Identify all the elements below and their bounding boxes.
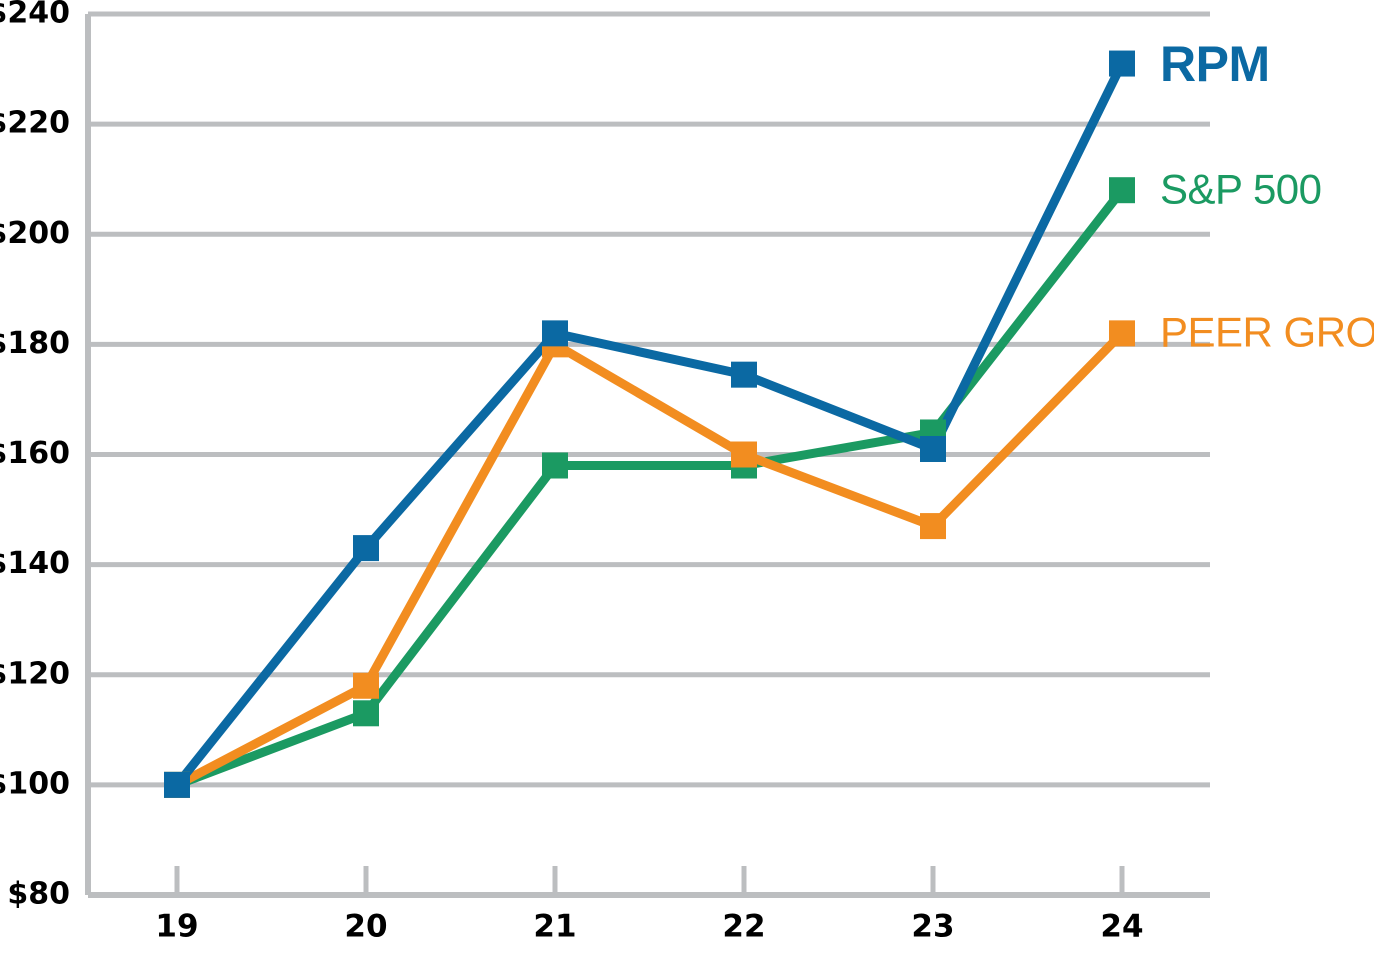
series-markers-group xyxy=(164,50,1135,798)
marker-rpm-24 xyxy=(1109,50,1135,77)
x-axis-label-20: 20 xyxy=(344,909,387,945)
marker-rpm-21 xyxy=(542,320,568,347)
x-axis-label-19: 19 xyxy=(155,909,198,945)
legend-label-rpm: RPM xyxy=(1160,36,1270,92)
marker-rpm-22 xyxy=(731,361,757,388)
series-line-peer-group xyxy=(174,330,1126,789)
y-axis-label-220: $220 xyxy=(0,106,70,141)
legend-label-s-p-500: S&P 500 xyxy=(1160,165,1322,212)
marker-rpm-19 xyxy=(164,771,190,798)
y-axis-label-240: $240 xyxy=(0,0,70,31)
x-axis-label-23: 23 xyxy=(911,909,954,945)
series-lines-group xyxy=(173,61,1127,790)
series-line-rpm xyxy=(173,61,1127,788)
marker-s-p-500-21 xyxy=(542,452,568,479)
y-axis-label-120: $120 xyxy=(0,656,70,691)
x-axis-label-22: 22 xyxy=(722,909,765,945)
y-axis-labels-group: $80 $100 $120 $140 $160 $180 $200 $220 $240 xyxy=(0,0,70,912)
legend-label-peer-group: PEER GROUP xyxy=(1160,308,1374,355)
x-axis-label-21: 21 xyxy=(533,909,576,945)
y-axis-label-200: $200 xyxy=(0,216,70,251)
y-axis-label-140: $140 xyxy=(0,546,70,581)
marker-rpm-20 xyxy=(353,535,379,562)
x-tick-marks-group xyxy=(174,866,1125,895)
marker-peer-group-20 xyxy=(353,672,379,699)
legend-group: RPM S&P 500 PEER GROUP xyxy=(1160,36,1374,356)
y-axis-label-80: $80 xyxy=(7,877,70,912)
marker-s-p-500-20 xyxy=(353,700,379,727)
y-axis-label-100: $100 xyxy=(0,766,70,801)
marker-peer-group-22 xyxy=(731,441,757,468)
marker-rpm-23 xyxy=(920,435,946,462)
y-axis-label-160: $160 xyxy=(0,436,70,471)
marker-s-p-500-24 xyxy=(1109,177,1135,204)
y-axis-label-180: $180 xyxy=(0,326,70,361)
x-axis-label-24: 24 xyxy=(1100,909,1143,945)
x-axis-labels-group: 19 20 21 22 23 24 xyxy=(155,909,1143,945)
axis-lines-group xyxy=(85,14,1210,898)
marker-peer-group-23 xyxy=(920,513,946,540)
gridlines-group xyxy=(88,11,1210,788)
marker-peer-group-24 xyxy=(1109,320,1135,347)
series-line-s-p-500 xyxy=(175,187,1126,790)
